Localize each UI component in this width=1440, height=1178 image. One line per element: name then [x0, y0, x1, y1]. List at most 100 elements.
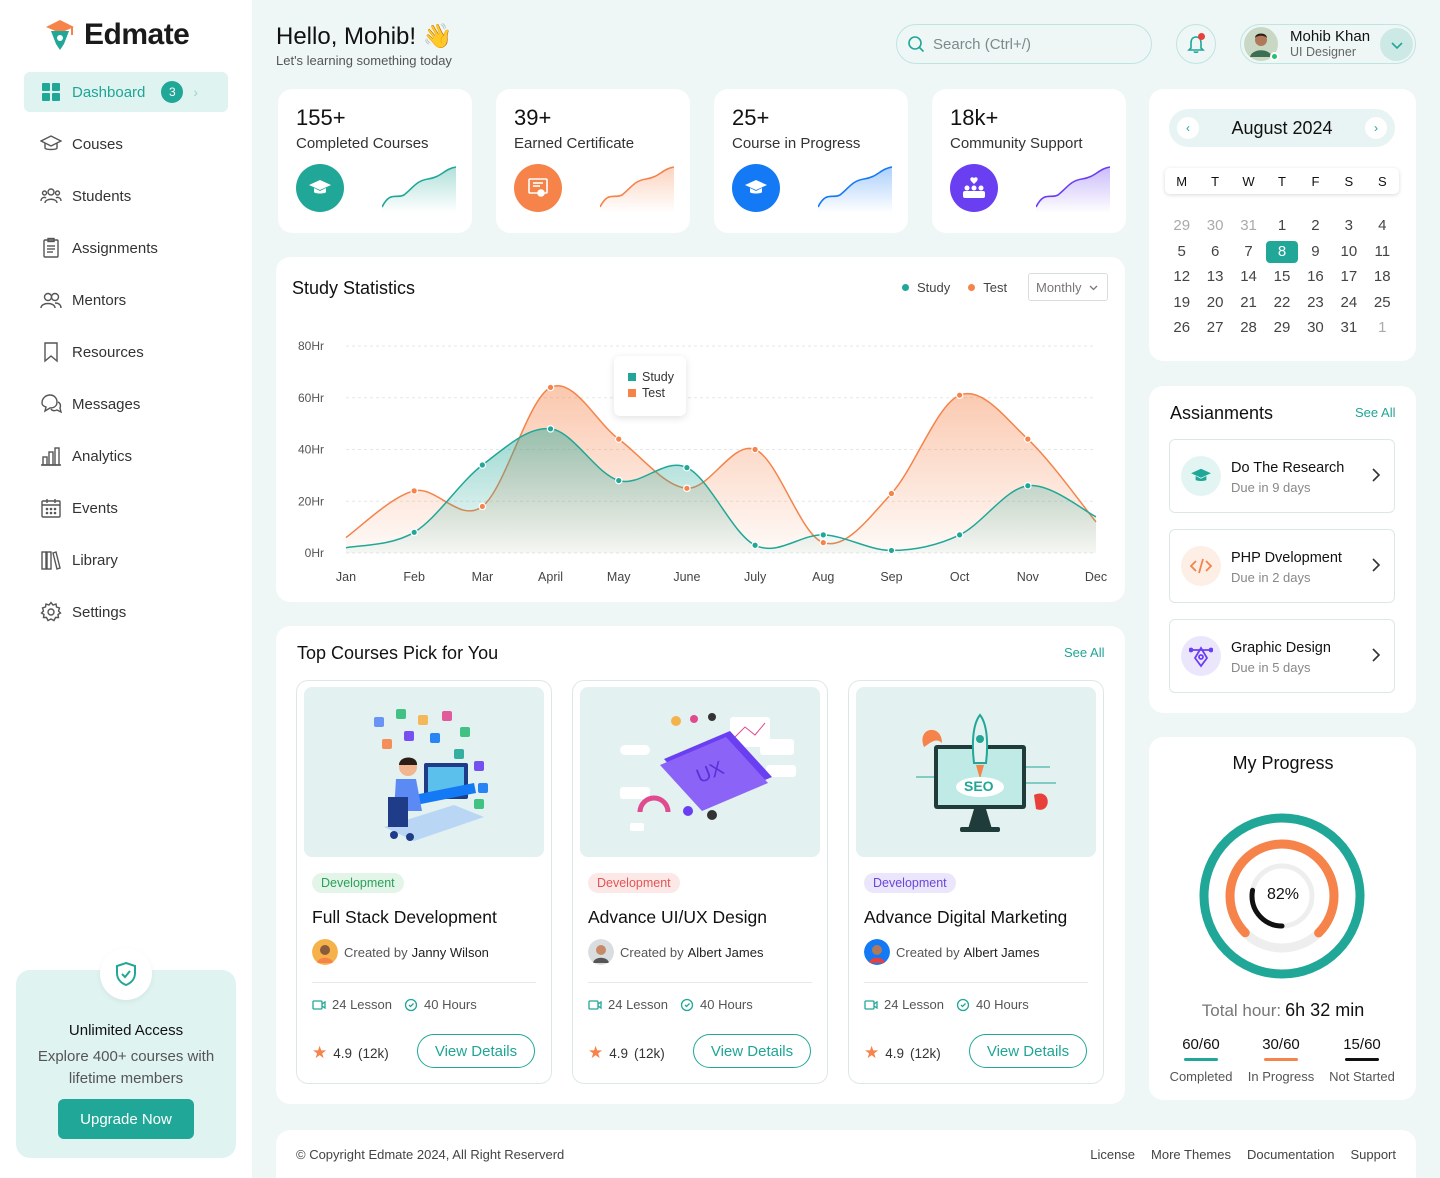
calendar-day[interactable]: 12	[1173, 268, 1191, 285]
assignment-item[interactable]: PHP Dvelopment Due in 2 days	[1169, 529, 1395, 603]
footer-link-documentation[interactable]: Documentation	[1247, 1147, 1335, 1162]
calendar-day[interactable]: 1	[1277, 217, 1287, 234]
calendar-day[interactable]: 1	[1378, 319, 1387, 336]
chevron-down-icon[interactable]	[1380, 28, 1413, 61]
search-input[interactable]	[933, 35, 1133, 53]
stat-card-community-support: 18k+ Community Support	[932, 89, 1126, 233]
calendar-day[interactable]: 10	[1340, 242, 1358, 260]
search-icon	[908, 36, 925, 53]
calendar-day[interactable]: 22	[1273, 293, 1291, 311]
upgrade-now-button[interactable]: Upgrade Now	[58, 1099, 194, 1139]
view-details-button[interactable]: View Details	[417, 1034, 535, 1068]
calendar-day[interactable]: 3	[1344, 217, 1354, 234]
chevron-left-icon[interactable]: ‹	[1177, 117, 1199, 139]
calendar-day[interactable]: 11	[1374, 242, 1391, 260]
calendar-day[interactable]: 5	[1177, 242, 1186, 260]
user-menu[interactable]: Mohib Khan UI Designer	[1240, 24, 1416, 64]
calendar-day[interactable]: 9	[1311, 242, 1320, 260]
course-author: Created by Janny Wilson	[312, 939, 489, 965]
assignment-due: Due in 5 days	[1231, 660, 1311, 675]
notification-dot	[1198, 33, 1205, 40]
user-role: UI Designer	[1290, 45, 1356, 59]
calendar-day[interactable]: 15	[1273, 268, 1291, 285]
calendar-day[interactable]: 4	[1378, 217, 1387, 234]
calendar-day[interactable]: 26	[1173, 319, 1191, 336]
calendar-day[interactable]: 30	[1307, 319, 1324, 336]
x-tick-label: Aug	[812, 570, 834, 584]
total-hours: Total hour: 6h 32 min	[1201, 1000, 1365, 1020]
calendar-day[interactable]: 29	[1173, 217, 1191, 234]
sidebar-item-label: Dashboard	[72, 83, 146, 101]
x-tick-label: Jan	[336, 570, 356, 584]
footer-link-more-themes[interactable]: More Themes	[1151, 1147, 1231, 1162]
sidebar-nav: Dashboard 3 › Couses Students Assignment…	[24, 72, 228, 644]
shield-check-icon	[100, 948, 152, 1000]
calendar-day[interactable]: 29	[1273, 319, 1291, 336]
assignment-item[interactable]: Graphic Design Due in 5 days	[1169, 619, 1395, 693]
view-details-button[interactable]: View Details	[969, 1034, 1087, 1068]
sidebar-item-resources[interactable]: Resources	[24, 332, 228, 372]
sidebar-item-label: Analytics	[72, 447, 133, 465]
stat-card-completed-courses: 155+ Completed Courses	[278, 89, 472, 233]
footer-link-license[interactable]: License	[1090, 1147, 1136, 1162]
assignment-item[interactable]: Do The Research Due in 9 days	[1169, 439, 1395, 513]
calendar-day[interactable]: 18	[1373, 268, 1391, 285]
calendar-day[interactable]: 6	[1210, 242, 1220, 260]
footer-link-support[interactable]: Support	[1350, 1147, 1396, 1162]
calendar-day[interactable]: 24	[1340, 293, 1358, 311]
sidebar-item-assignments[interactable]: Assignments	[24, 228, 228, 268]
sidebar-item-courses[interactable]: Couses	[24, 124, 228, 164]
calendar-day[interactable]: 21	[1240, 293, 1257, 311]
line-study	[345, 427, 1097, 552]
area-study	[346, 428, 1096, 553]
courses-see-all-link[interactable]: See All	[1064, 645, 1105, 660]
sidebar-item-messages[interactable]: Messages	[24, 384, 228, 424]
point-study	[614, 476, 623, 485]
course-hours: 40 Hours	[424, 997, 477, 1012]
calendar-day[interactable]: 30	[1206, 217, 1224, 234]
notifications-button[interactable]	[1176, 24, 1216, 64]
chevron-right-icon: ›	[193, 84, 199, 100]
calendar-day[interactable]: 23	[1307, 293, 1324, 311]
total-hours-value: 6h 32 min	[1285, 1000, 1365, 1020]
calendar-day[interactable]: 2	[1311, 217, 1320, 234]
community-icon	[950, 164, 998, 212]
brand-logo[interactable]: Edmate	[44, 18, 190, 52]
sidebar-item-analytics[interactable]: Analytics	[24, 436, 228, 476]
calendar-day[interactable]: 13	[1206, 268, 1224, 285]
sidebar-item-settings[interactable]: Settings	[24, 592, 228, 632]
calendar-day-selected[interactable]: 8	[1265, 240, 1298, 263]
sidebar-item-library[interactable]: Library	[24, 540, 228, 580]
divider	[312, 982, 536, 983]
my-progress-card	[1149, 737, 1416, 1100]
course-card-full-stack[interactable]: Development Full Stack Development Creat…	[296, 680, 552, 1084]
sidebar-item-mentors[interactable]: Mentors	[24, 280, 228, 320]
calendar-day[interactable]: 31	[1340, 319, 1358, 336]
calendar-day[interactable]: 17	[1340, 268, 1358, 285]
avatar	[588, 939, 614, 965]
calendar-day[interactable]: 16	[1307, 268, 1324, 285]
calendar-day[interactable]: 7	[1244, 242, 1253, 260]
chevron-right-icon[interactable]: ›	[1365, 117, 1387, 139]
view-details-button[interactable]: View Details	[693, 1034, 811, 1068]
assignments-see-all-link[interactable]: See All	[1355, 405, 1396, 420]
calendar-day[interactable]: 31	[1240, 217, 1257, 234]
calendar-day[interactable]: 14	[1240, 268, 1257, 285]
course-card-ui-ux[interactable]: UX Development Advance UI/UX Design Crea…	[572, 680, 828, 1084]
sidebar-item-dashboard[interactable]: Dashboard 3 ›	[24, 72, 228, 112]
search-bar	[896, 24, 1152, 64]
calendar-day[interactable]: 19	[1173, 293, 1191, 311]
x-tick-label: Mar	[472, 570, 494, 584]
calendar-day[interactable]: 20	[1206, 293, 1224, 311]
logo-icon	[46, 20, 74, 50]
calendar-month: August 2024	[1231, 117, 1333, 138]
calendar-day[interactable]: 28	[1240, 319, 1257, 336]
sidebar-item-events[interactable]: Events	[24, 488, 228, 528]
footer: © Copyright Edmate 2024, All Right Reser…	[276, 1130, 1416, 1178]
course-card-digital-marketing[interactable]: SEO Development Advance Digital Marketin…	[848, 680, 1104, 1084]
calendar-day[interactable]: 25	[1373, 293, 1391, 311]
sidebar-item-label: Resources	[72, 343, 144, 361]
period-select[interactable]: Monthly	[1028, 273, 1108, 301]
calendar-day[interactable]: 27	[1206, 319, 1224, 336]
sidebar-item-students[interactable]: Students	[24, 176, 228, 216]
